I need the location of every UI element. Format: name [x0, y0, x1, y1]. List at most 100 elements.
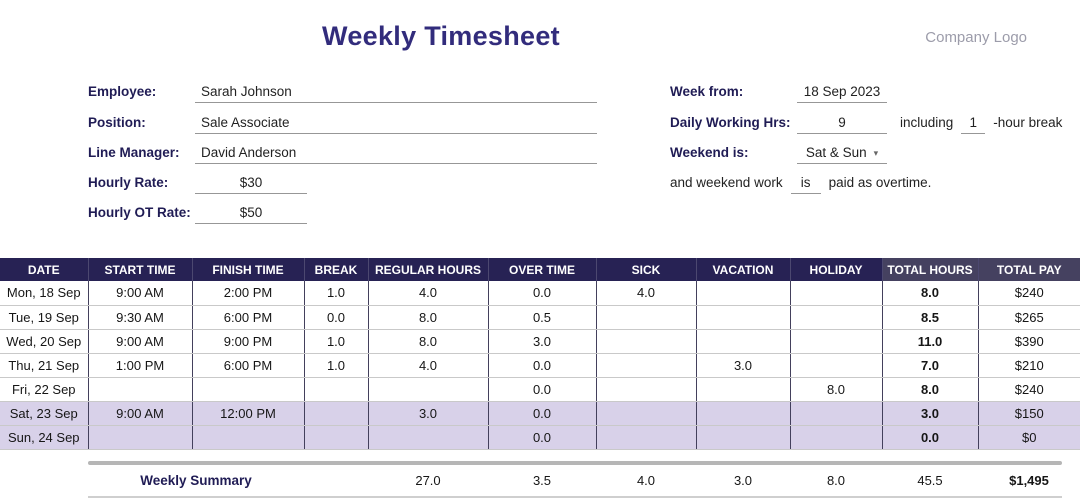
cell-over-time[interactable]: 0.0 [488, 377, 597, 402]
cell-start-time[interactable] [88, 425, 193, 450]
table-row: Tue, 19 Sep 9:30 AM 6:00 PM 0.0 8.0 0.5 8.5 $26… [0, 305, 1080, 330]
cell-date[interactable]: Sun, 24 Sep [0, 425, 89, 450]
position-input[interactable]: Sale Associate [195, 115, 597, 134]
cell-finish-time[interactable] [192, 377, 305, 402]
break-hours-input[interactable]: 1 [961, 115, 986, 134]
cell-over-time[interactable]: 3.0 [488, 329, 597, 354]
cell-break[interactable]: 0.0 [304, 305, 369, 330]
cell-over-time[interactable]: 0.5 [488, 305, 597, 330]
cell-total-pay[interactable]: $240 [978, 281, 1080, 306]
cell-holiday[interactable] [790, 425, 883, 450]
cell-total-hours[interactable]: 8.5 [882, 305, 979, 330]
cell-vacation[interactable]: 3.0 [696, 353, 791, 378]
cell-regular-hours[interactable]: 4.0 [368, 353, 489, 378]
cell-start-time[interactable] [88, 377, 193, 402]
cell-total-hours[interactable]: 8.0 [882, 281, 979, 306]
daily-working-hrs-input[interactable]: 9 [797, 115, 887, 134]
cell-date[interactable]: Thu, 21 Sep [0, 353, 89, 378]
form-row-line-manager: Line Manager: David Anderson [88, 145, 597, 164]
table-body: Mon, 18 Sep 9:00 AM 2:00 PM 1.0 4.0 0.0 4.0 8.0… [0, 281, 1080, 450]
summary-vacation: 3.0 [733, 473, 753, 488]
cell-finish-time[interactable]: 2:00 PM [192, 281, 305, 306]
cell-sick[interactable] [596, 329, 697, 354]
cell-sick[interactable] [596, 305, 697, 330]
hourly-ot-rate-input[interactable]: $50 [195, 205, 307, 224]
cell-regular-hours[interactable]: 4.0 [368, 281, 489, 306]
cell-start-time[interactable]: 9:00 AM [88, 401, 193, 426]
summary-spacer [0, 468, 88, 493]
cell-regular-hours[interactable]: 8.0 [368, 305, 489, 330]
cell-total-pay[interactable]: $265 [978, 305, 1080, 330]
cell-date[interactable]: Fri, 22 Sep [0, 377, 89, 402]
cell-total-pay[interactable]: $240 [978, 377, 1080, 402]
form-row-weekend: Weekend is: Sat & Sun ▾ [670, 145, 887, 164]
cell-total-hours[interactable]: 11.0 [882, 329, 979, 354]
cell-vacation[interactable] [696, 425, 791, 450]
cell-sick[interactable]: 4.0 [596, 281, 697, 306]
cell-vacation[interactable] [696, 401, 791, 426]
cell-vacation[interactable] [696, 377, 791, 402]
cell-break[interactable] [304, 401, 369, 426]
hourly-rate-input[interactable]: $30 [195, 175, 307, 194]
line-manager-input[interactable]: David Anderson [195, 145, 597, 164]
cell-start-time[interactable]: 1:00 PM [88, 353, 193, 378]
summary-regular-hours: 27.0 [415, 473, 441, 488]
cell-sick[interactable] [596, 401, 697, 426]
weekend-work-is-input[interactable]: is [790, 175, 821, 194]
hourly-ot-rate-label: Hourly OT Rate: [88, 205, 191, 220]
cell-over-time[interactable]: 0.0 [488, 401, 597, 426]
cell-total-pay[interactable]: $390 [978, 329, 1080, 354]
cell-regular-hours[interactable]: 3.0 [368, 401, 489, 426]
summary-spacer [304, 468, 368, 493]
week-from-label: Week from: [670, 84, 744, 99]
cell-holiday[interactable] [790, 281, 883, 306]
cell-sick[interactable] [596, 425, 697, 450]
cell-total-hours[interactable]: 8.0 [882, 377, 979, 402]
weekend-work-prefix-text: and weekend work [670, 175, 783, 190]
cell-regular-hours[interactable]: 8.0 [368, 329, 489, 354]
weekend-select[interactable]: Sat & Sun ▾ [797, 145, 887, 164]
cell-over-time[interactable]: 0.0 [488, 281, 597, 306]
cell-finish-time[interactable]: 12:00 PM [192, 401, 305, 426]
employee-input[interactable]: Sarah Johnson [195, 84, 597, 103]
hour-break-text: -hour break [993, 115, 1063, 130]
cell-regular-hours[interactable] [368, 377, 489, 402]
form-row-weekend-overtime: and weekend work is paid as overtime. [670, 175, 931, 194]
cell-break[interactable]: 1.0 [304, 281, 369, 306]
cell-holiday[interactable]: 8.0 [790, 377, 883, 402]
cell-break[interactable]: 1.0 [304, 329, 369, 354]
cell-vacation[interactable] [696, 305, 791, 330]
cell-total-pay[interactable]: $0 [978, 425, 1080, 450]
cell-holiday[interactable] [790, 329, 883, 354]
cell-break[interactable] [304, 377, 369, 402]
cell-total-hours[interactable]: 7.0 [882, 353, 979, 378]
cell-finish-time[interactable]: 6:00 PM [192, 353, 305, 378]
cell-total-hours[interactable]: 0.0 [882, 425, 979, 450]
cell-regular-hours[interactable] [368, 425, 489, 450]
cell-date[interactable]: Wed, 20 Sep [0, 329, 89, 354]
cell-sick[interactable] [596, 377, 697, 402]
cell-start-time[interactable]: 9:30 AM [88, 305, 193, 330]
cell-total-pay[interactable]: $150 [978, 401, 1080, 426]
cell-date[interactable]: Tue, 19 Sep [0, 305, 89, 330]
cell-break[interactable]: 1.0 [304, 353, 369, 378]
cell-finish-time[interactable] [192, 425, 305, 450]
cell-break[interactable] [304, 425, 369, 450]
cell-holiday[interactable] [790, 353, 883, 378]
cell-date[interactable]: Sat, 23 Sep [0, 401, 89, 426]
cell-over-time[interactable]: 0.0 [488, 425, 597, 450]
cell-sick[interactable] [596, 353, 697, 378]
cell-holiday[interactable] [790, 305, 883, 330]
cell-finish-time[interactable]: 9:00 PM [192, 329, 305, 354]
cell-total-pay[interactable]: $210 [978, 353, 1080, 378]
cell-holiday[interactable] [790, 401, 883, 426]
week-from-input[interactable]: 18 Sep 2023 [797, 84, 887, 103]
cell-vacation[interactable] [696, 281, 791, 306]
cell-date[interactable]: Mon, 18 Sep [0, 281, 89, 306]
cell-vacation[interactable] [696, 329, 791, 354]
cell-over-time[interactable]: 0.0 [488, 353, 597, 378]
cell-start-time[interactable]: 9:00 AM [88, 281, 193, 306]
cell-finish-time[interactable]: 6:00 PM [192, 305, 305, 330]
cell-total-hours[interactable]: 3.0 [882, 401, 979, 426]
cell-start-time[interactable]: 9:00 AM [88, 329, 193, 354]
